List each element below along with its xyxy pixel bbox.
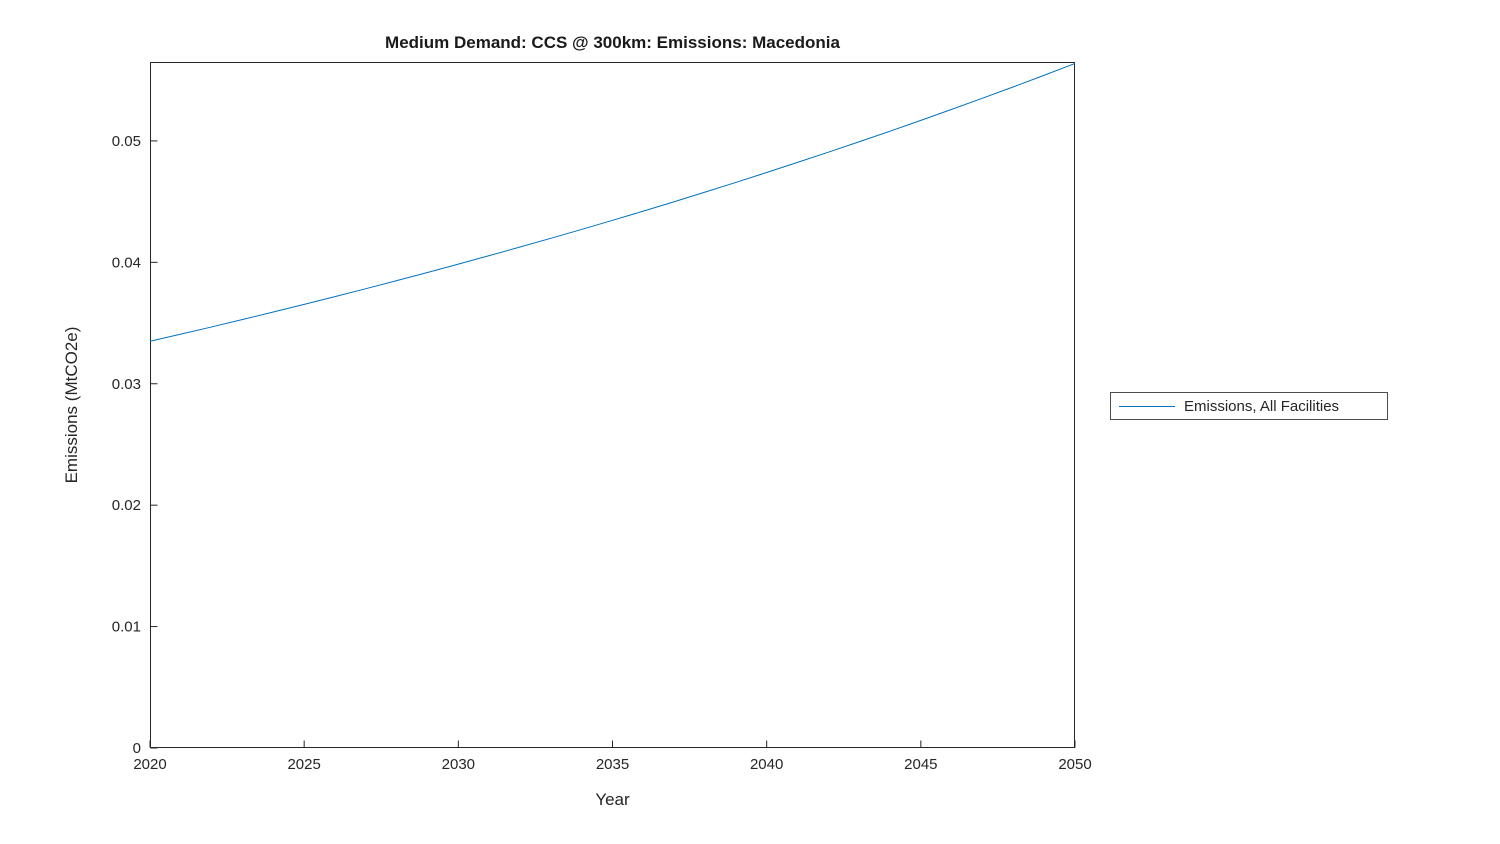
y-axis-label: Emissions (MtCO2e) [62, 326, 81, 484]
y-tick-label: 0.04 [112, 254, 141, 271]
x-tick-label: 2035 [596, 756, 629, 773]
x-tick-label: 2045 [904, 756, 937, 773]
legend-line-sample [1119, 405, 1175, 407]
y-tick-label: 0.01 [112, 619, 141, 636]
y-tick-label: 0.05 [112, 133, 141, 150]
x-tick-label: 2025 [287, 756, 320, 773]
x-tick-label: 2050 [1058, 756, 1091, 773]
series-line [149, 62, 1076, 342]
plot-area: 2020 2025 2030 2035 2040 2045 2050 0 0.01 0.02 0.0… [112, 62, 1092, 773]
x-tick-label: 2040 [750, 756, 783, 773]
legend: Emissions, All Facilities [1110, 392, 1388, 420]
x-axis-label: Year [595, 790, 630, 809]
axes-box [150, 62, 1075, 748]
x-tick-label: 2020 [133, 756, 166, 773]
y-tick-label: 0 [133, 740, 141, 757]
y-tick-label: 0.02 [112, 497, 141, 514]
chart-title: Medium Demand: CCS @ 300km: Emissions: M… [385, 33, 840, 52]
y-tick-label: 0.03 [112, 376, 141, 393]
x-tick-label: 2030 [442, 756, 475, 773]
legend-entry-label: Emissions, All Facilities [1184, 397, 1340, 415]
